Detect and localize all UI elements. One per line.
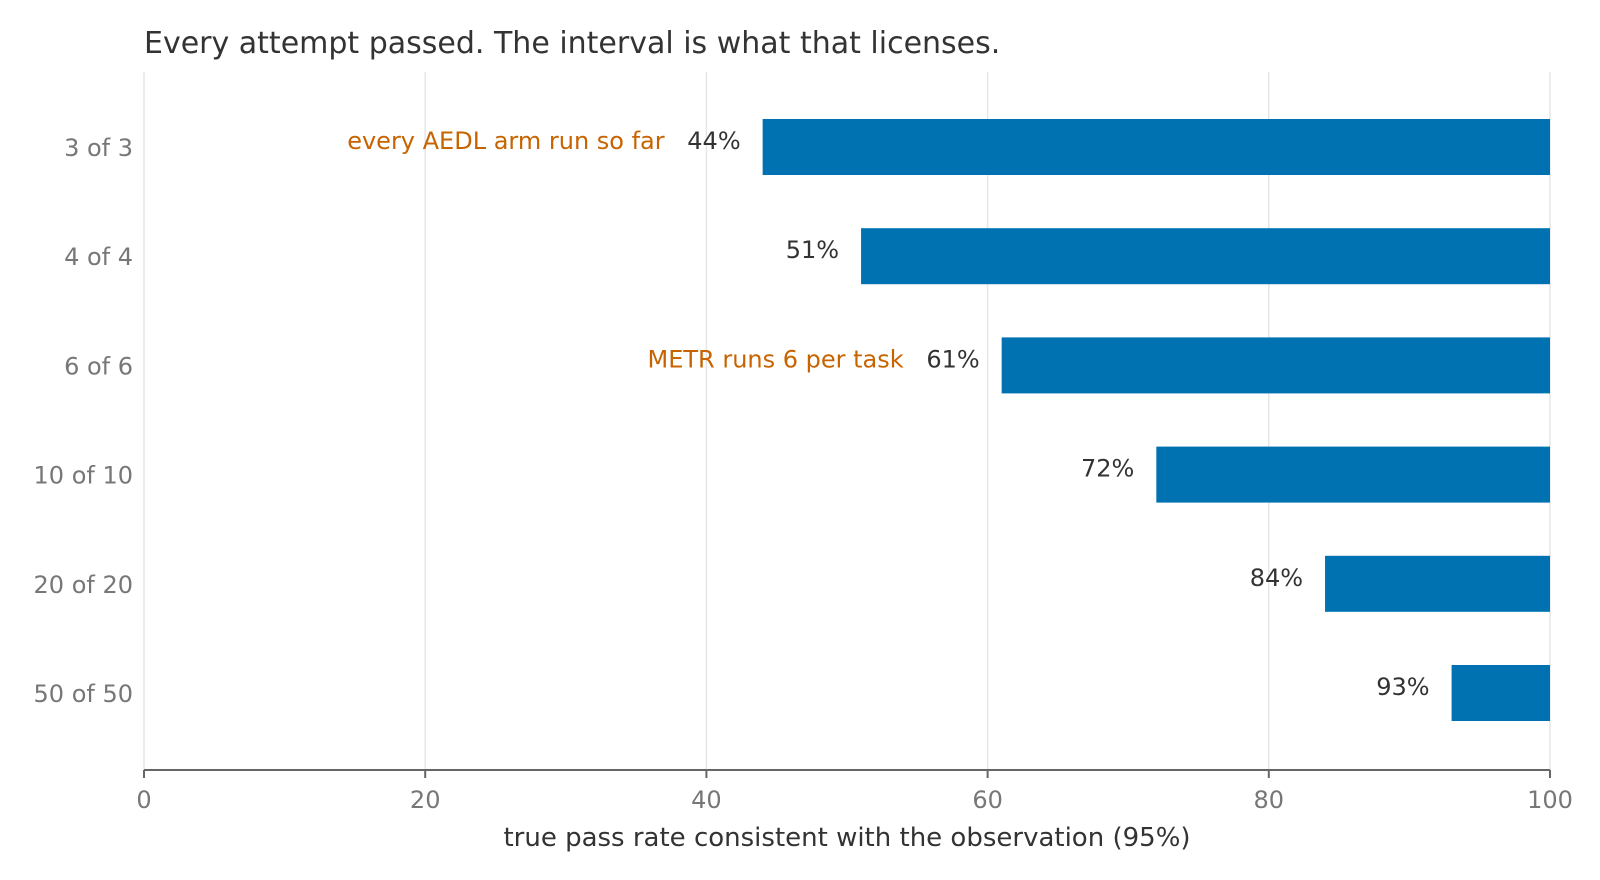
- bar-value-label: 72%: [1081, 455, 1134, 483]
- category-label: 6 of 6: [64, 352, 133, 380]
- x-tick-label: 60: [972, 786, 1003, 814]
- bar-labels: 44% 51% 61% 72% 84% 93% every AEDL arm run so …: [347, 127, 1429, 701]
- gridlines: [143, 72, 1551, 770]
- bar: [1156, 446, 1550, 503]
- bar-value-label: 84%: [1250, 564, 1303, 592]
- x-tick-label: 40: [691, 786, 722, 814]
- x-axis-label: true pass rate consistent with the obser…: [503, 823, 1190, 853]
- bar-value-label: 44%: [687, 127, 740, 155]
- x-tick-label: 100: [1527, 786, 1573, 814]
- category-label: 10 of 10: [34, 462, 133, 490]
- x-tick-label: 20: [410, 786, 441, 814]
- bar-value-label: 93%: [1376, 673, 1429, 701]
- bar: [1325, 555, 1550, 612]
- category-label: 3 of 3: [64, 134, 133, 162]
- bar-value-label: 61%: [926, 345, 979, 373]
- annotation-label: every AEDL arm run so far: [347, 127, 665, 155]
- bar: [1001, 337, 1550, 394]
- category-labels: 3 of 3 4 of 4 6 of 6 10 of 10 20 of 20 50 of …: [34, 134, 133, 708]
- category-label: 50 of 50: [34, 680, 133, 708]
- x-tick-label: 80: [1254, 786, 1285, 814]
- bar: [762, 119, 1550, 175]
- x-axis-ticks: 0 20 40 60 80 100: [136, 770, 1573, 814]
- annotation-label: METR runs 6 per task: [647, 345, 903, 373]
- bars: [762, 119, 1550, 721]
- bar: [1451, 665, 1550, 721]
- category-label: 20 of 20: [34, 571, 133, 599]
- bar-value-label: 51%: [786, 236, 839, 264]
- x-tick-label: 0: [136, 786, 151, 814]
- chart-title: Every attempt passed. The interval is wh…: [144, 26, 1000, 61]
- category-label: 4 of 4: [64, 243, 133, 271]
- bar: [861, 228, 1550, 285]
